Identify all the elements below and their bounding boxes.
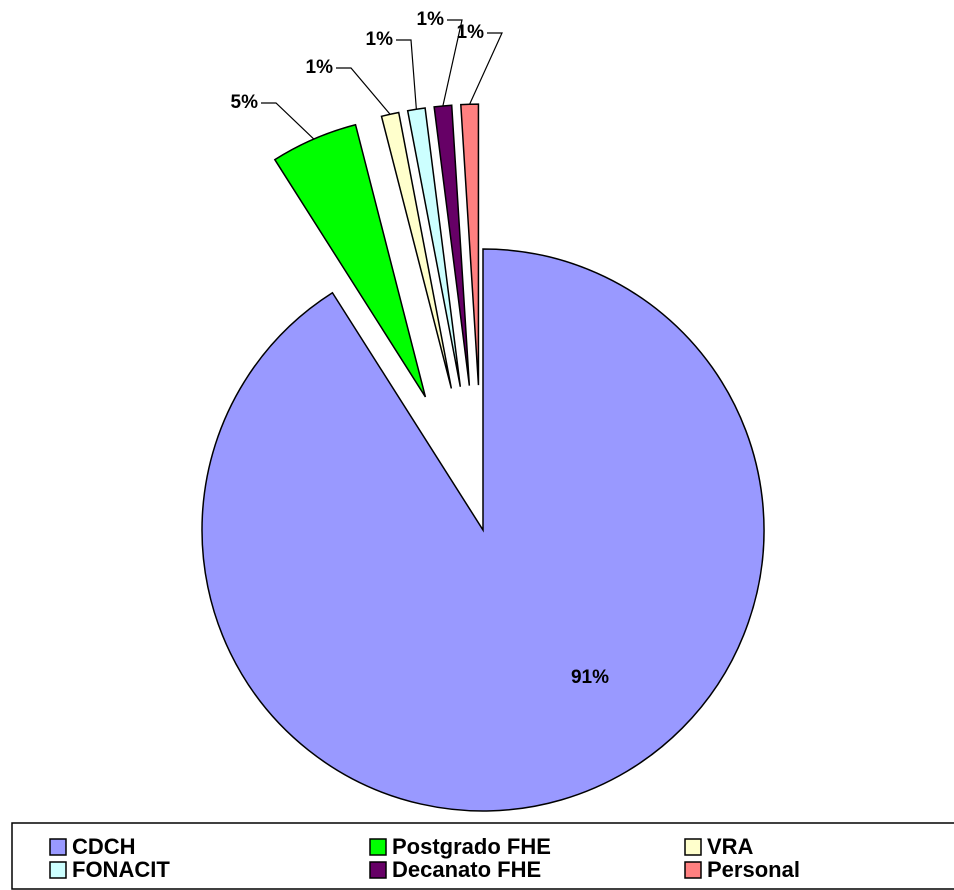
pie-slice — [460, 103, 480, 386]
legend-swatch — [49, 861, 67, 879]
pie-slice — [201, 248, 765, 812]
data-label: 91% — [571, 667, 609, 688]
leader-line — [261, 102, 315, 140]
leader-line — [469, 32, 503, 105]
leader-line — [336, 67, 391, 115]
legend-label: CDCH — [72, 834, 136, 859]
legend-label: FONACIT — [72, 857, 170, 882]
data-label: 1% — [417, 9, 445, 30]
leader-line — [442, 19, 463, 107]
legend-swatch — [369, 861, 387, 879]
data-label: 1% — [306, 57, 334, 78]
legend-label: VRA — [707, 834, 754, 859]
data-label: 1% — [366, 29, 394, 50]
legend-swatch — [49, 838, 67, 856]
legend-label: Decanato FHE — [392, 857, 541, 882]
legend-swatch — [684, 861, 702, 879]
legend-box — [11, 822, 954, 890]
data-label: 1% — [457, 22, 485, 43]
data-label: 5% — [231, 92, 259, 113]
legend-label: Personal — [707, 857, 800, 882]
pie-slice — [273, 123, 427, 398]
legend-swatch — [369, 838, 387, 856]
leader-line — [396, 39, 417, 110]
legend-label: Postgrado FHE — [392, 834, 551, 859]
legend-swatch — [684, 838, 702, 856]
